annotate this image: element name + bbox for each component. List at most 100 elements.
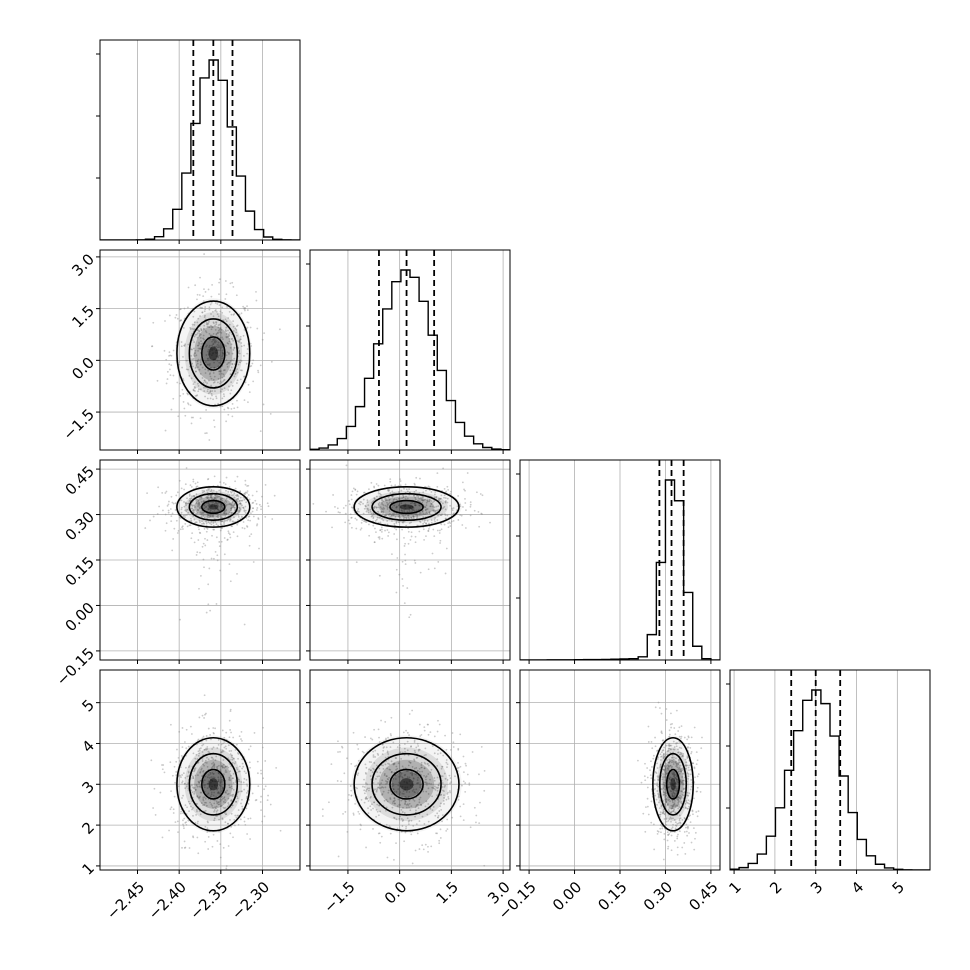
- sample-point: [212, 776, 214, 779]
- sample-point: [424, 506, 427, 508]
- sample-point: [237, 363, 240, 366]
- sample-point: [189, 499, 192, 502]
- sample-point: [200, 345, 203, 348]
- sample-point: [657, 756, 660, 759]
- sample-point: [200, 328, 203, 331]
- sample-point: [389, 768, 392, 771]
- sample-point: [378, 516, 381, 519]
- sample-point: [236, 371, 239, 374]
- x-tick-label: −1.5: [320, 878, 358, 916]
- sample-point: [450, 520, 453, 523]
- sample-point: [462, 755, 465, 758]
- sample-point: [397, 798, 400, 801]
- sample-point: [208, 332, 211, 335]
- sample-point: [407, 764, 410, 767]
- sample-point: [172, 808, 175, 811]
- sample-point: [432, 787, 435, 789]
- sample-point: [368, 761, 371, 763]
- sample-point: [208, 503, 211, 506]
- sample-point: [373, 541, 376, 543]
- sample-point: [418, 520, 421, 523]
- sample-point: [402, 504, 405, 507]
- sample-point: [233, 762, 236, 765]
- sample-point: [414, 806, 417, 809]
- sample-point: [680, 802, 683, 805]
- sample-point: [402, 793, 405, 795]
- sample-point: [210, 788, 212, 790]
- sample-point: [389, 480, 392, 483]
- sample-point: [399, 478, 401, 481]
- sample-point: [244, 479, 247, 482]
- sample-point: [670, 779, 672, 782]
- sample-point: [436, 816, 439, 819]
- sample-point: [193, 387, 196, 389]
- sample-point: [445, 829, 448, 832]
- sample-point: [677, 768, 680, 771]
- sample-point: [685, 764, 688, 767]
- sample-point: [230, 525, 233, 528]
- sample-point: [445, 761, 448, 764]
- sample-point: [682, 794, 685, 797]
- sample-point: [667, 769, 670, 772]
- sample-point: [213, 784, 216, 787]
- sample-point: [657, 785, 660, 788]
- sample-point: [382, 790, 385, 793]
- sample-point: [690, 736, 693, 739]
- sample-point: [418, 513, 421, 516]
- sample-point: [412, 515, 415, 518]
- sample-point: [210, 494, 213, 497]
- sample-point: [404, 514, 407, 516]
- sample-point: [440, 494, 443, 497]
- sample-point: [176, 381, 179, 384]
- sample-point: [192, 480, 195, 483]
- sample-point: [247, 802, 250, 805]
- sample-point: [336, 507, 339, 510]
- sample-point: [245, 792, 248, 794]
- sample-point: [438, 842, 441, 845]
- sample-point: [398, 775, 401, 778]
- sample-point: [252, 515, 255, 518]
- sample-point: [381, 793, 383, 796]
- sample-point: [339, 511, 341, 514]
- sample-point: [390, 760, 393, 763]
- sample-point: [389, 798, 392, 800]
- sample-point: [393, 492, 396, 495]
- sample-point: [400, 799, 403, 802]
- sample-point: [230, 343, 233, 346]
- sample-point: [205, 345, 207, 348]
- sample-point: [384, 504, 387, 507]
- sample-point: [678, 814, 681, 817]
- sample-point: [395, 842, 397, 845]
- sample-point: [220, 523, 222, 526]
- sample-point: [447, 489, 450, 491]
- sample-point: [243, 375, 245, 378]
- sample-point: [364, 520, 367, 523]
- sample-point: [662, 858, 665, 861]
- sample-point: [646, 805, 649, 808]
- sample-point: [372, 516, 375, 519]
- sample-point: [451, 816, 454, 819]
- sample-point: [208, 379, 210, 382]
- sample-point: [393, 800, 395, 803]
- panel-frame: [309, 249, 511, 451]
- sample-point: [224, 514, 227, 517]
- sample-point: [403, 774, 406, 777]
- density-fill: [351, 485, 462, 529]
- sample-point: [389, 513, 391, 515]
- sample-point: [217, 377, 220, 380]
- sample-point: [152, 321, 155, 324]
- sample-point: [201, 366, 204, 369]
- sample-point: [201, 307, 204, 309]
- sample-point: [647, 741, 650, 743]
- sample-point: [350, 494, 353, 496]
- sample-point: [206, 397, 209, 400]
- sample-point: [243, 527, 246, 530]
- sample-point: [183, 514, 186, 517]
- sample-point: [183, 505, 186, 508]
- sample-point: [225, 345, 227, 347]
- sample-point: [380, 526, 383, 529]
- sample-point: [209, 372, 212, 375]
- sample-point: [226, 342, 229, 344]
- sample-point: [321, 808, 324, 811]
- sample-point: [681, 779, 684, 782]
